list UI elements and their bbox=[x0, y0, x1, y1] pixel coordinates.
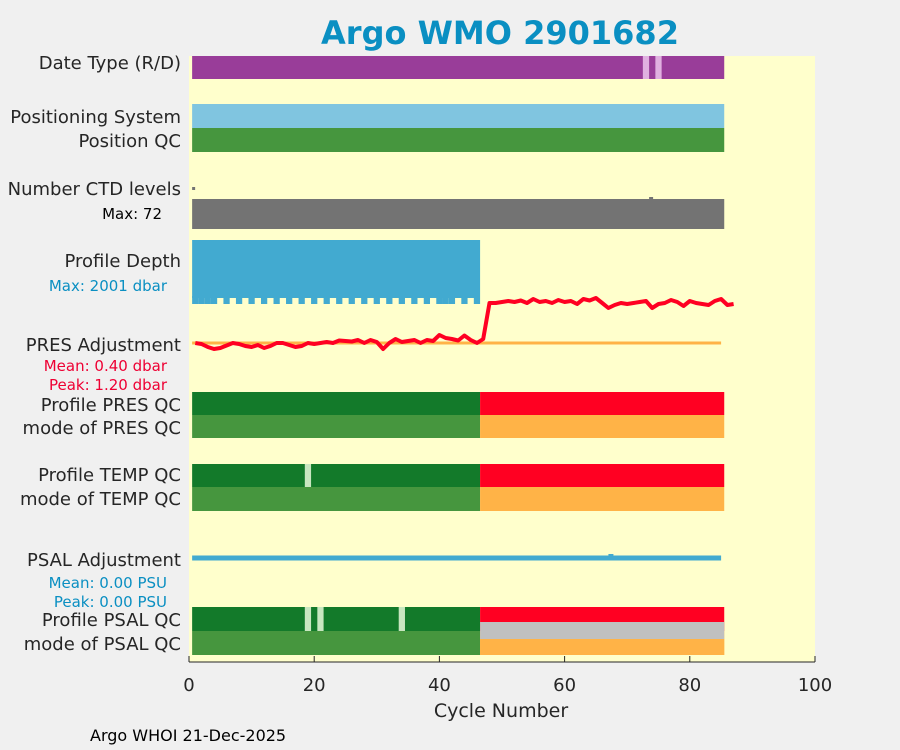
profile-depth-cycle bbox=[411, 298, 418, 304]
x-tick-label: 60 bbox=[553, 675, 576, 696]
row-label-date-type-r-d: Date Type (R/D) bbox=[39, 53, 181, 74]
bar-profile-pres-qc-0 bbox=[192, 392, 481, 415]
pres-adj-peak: Peak: 1.20 dbar bbox=[49, 376, 168, 394]
pres-adj-line bbox=[194, 296, 734, 351]
profile-depth-cycle bbox=[361, 298, 368, 304]
psal-mode-orange-band bbox=[480, 639, 725, 655]
bar-number-ctd-levels bbox=[192, 199, 725, 229]
profile-depth-cycle bbox=[373, 298, 380, 304]
bar-mode-of-pres-qc-1 bbox=[480, 415, 725, 438]
profile-depth-cycle bbox=[386, 298, 393, 304]
bar-mode-of-psal-qc-0 bbox=[192, 631, 481, 655]
profile-depth-cycle bbox=[210, 298, 218, 304]
profile-depth-cycle bbox=[248, 298, 255, 304]
x-axis-label: Cycle Number bbox=[434, 700, 568, 722]
profile-depth-cycle bbox=[448, 298, 456, 304]
chart-title: Argo WMO 2901682 bbox=[321, 14, 679, 52]
ctd-levels-max: Max: 72 bbox=[102, 205, 162, 223]
row-label-profile-temp-qc: Profile TEMP QC bbox=[38, 465, 181, 486]
pres-adj-mean: Mean: 0.40 dbar bbox=[44, 357, 168, 375]
row-label-number-ctd-levels: Number CTD levels bbox=[8, 179, 181, 200]
bar-profile-psal-qc-flag-1 bbox=[317, 607, 324, 631]
x-tick-label: 40 bbox=[428, 675, 451, 696]
bar-profile-psal-qc-flag-2 bbox=[398, 607, 405, 631]
profile-depth-cycle bbox=[423, 298, 431, 304]
bar-date-type-r-d bbox=[192, 56, 725, 79]
profile-depth-cycle bbox=[323, 298, 330, 304]
row-label-mode-of-temp-qc: mode of TEMP QC bbox=[20, 489, 181, 510]
profile-depth-cycle bbox=[286, 298, 293, 304]
bar-profile-temp-qc-0 bbox=[192, 464, 481, 487]
bar-mode-of-temp-qc-0 bbox=[192, 487, 481, 511]
bar-profile-temp-qc-flag-0 bbox=[304, 464, 312, 487]
ctd-level-tick bbox=[192, 187, 196, 190]
profile-depth-cycle bbox=[223, 298, 230, 304]
chart-marks bbox=[192, 56, 734, 655]
plot-area bbox=[189, 56, 815, 662]
profile-depth-cycle bbox=[235, 298, 243, 304]
psal-adj-bump bbox=[608, 554, 614, 557]
profile-depth-cycle bbox=[348, 298, 355, 304]
profile-depth-cycle bbox=[398, 298, 405, 304]
bar-mode-of-pres-qc-0 bbox=[192, 415, 481, 438]
profile-depth-cycle bbox=[204, 298, 211, 304]
bar-date-type-r-d-flag-0 bbox=[642, 56, 650, 79]
profile-depth-cycle bbox=[442, 298, 449, 304]
profile-depth-cycle bbox=[461, 298, 468, 304]
profile-depth-cycle bbox=[260, 298, 268, 304]
psal-adj-peak: Peak: 0.00 PSU bbox=[54, 593, 167, 611]
row-label-profile-depth: Profile Depth bbox=[64, 251, 181, 272]
psal-adj-mean: Mean: 0.00 PSU bbox=[49, 574, 167, 592]
row-label-position-qc: Position QC bbox=[78, 131, 181, 152]
bar-profile-pres-qc-1 bbox=[480, 392, 725, 415]
x-axis: 0 20 40 60 80 100 bbox=[183, 656, 832, 696]
profile-depth-cycle bbox=[198, 298, 205, 304]
row-label-mode-of-pres-qc: mode of PRES QC bbox=[23, 418, 181, 439]
x-tick-label: 0 bbox=[183, 675, 194, 696]
profile-depth-cycle bbox=[436, 298, 443, 304]
row-label-mode-of-psal-qc: mode of PSAL QC bbox=[24, 634, 181, 655]
row-label-pres-adjustment: PRES Adjustment bbox=[26, 335, 181, 356]
bar-profile-temp-qc-1 bbox=[480, 464, 725, 487]
profile-depth-cycle bbox=[273, 298, 280, 304]
psal-qc-gray-band bbox=[480, 622, 725, 639]
bar-profile-psal-qc-0 bbox=[192, 607, 481, 631]
x-tick-label: 100 bbox=[798, 675, 832, 696]
row-label-psal-adjustment: PSAL Adjustment bbox=[27, 550, 181, 571]
row-label-profile-pres-qc: Profile PRES QC bbox=[41, 395, 181, 416]
profile-depth-cycle bbox=[336, 298, 343, 304]
profile-depth-first bbox=[192, 296, 199, 304]
row-label-positioning-system: Positioning System bbox=[10, 107, 181, 128]
bar-positioning-system bbox=[192, 104, 725, 128]
x-tick-label: 20 bbox=[303, 675, 326, 696]
ctd-level-tick-2 bbox=[649, 197, 654, 200]
x-tick-label: 80 bbox=[678, 675, 701, 696]
profile-depth-bar bbox=[192, 240, 481, 298]
bar-position-qc bbox=[192, 128, 725, 152]
bar-date-type-r-d-flag-1 bbox=[655, 56, 662, 79]
profile-depth-max: Max: 2001 dbar bbox=[49, 277, 168, 295]
row-label-profile-psal-qc: Profile PSAL QC bbox=[42, 610, 181, 631]
profile-depth-cycle bbox=[311, 298, 318, 304]
bar-mode-of-temp-qc-1 bbox=[480, 487, 725, 511]
profile-depth-cycle bbox=[298, 298, 305, 304]
profile-depth-cycle bbox=[473, 298, 481, 304]
footer-credit: Argo WHOI 21-Dec-2025 bbox=[90, 726, 286, 745]
row-labels: Date Type (R/D) Positioning System Positio… bbox=[8, 53, 181, 655]
bar-profile-psal-qc-flag-0 bbox=[304, 607, 312, 631]
